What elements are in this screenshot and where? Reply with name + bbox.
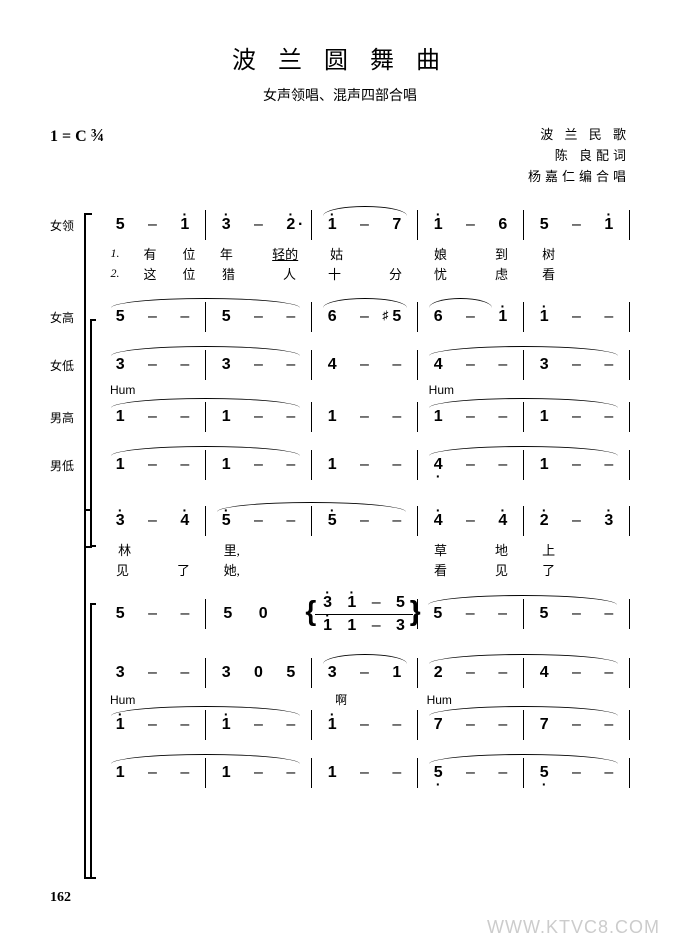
staff-alto: 女低 3–– 3–– 4–– 4–– 3––: [100, 347, 630, 383]
music-system-1: 女领 5–1 3–2 1–7 1–6 5–1 1.有位 年轻的 姑 娘到 树 2…: [50, 207, 630, 483]
staff-alto-2: 3–– 305 3–1 2–– 4––: [100, 655, 630, 691]
key-signature: 1 = C ¾: [50, 125, 104, 187]
music-system-2: 3–4 5–– 5–– 4–4 2–3 林 里, 草地 上 见了 她, 看见 了…: [50, 503, 630, 791]
song-subtitle: 女声领唱、混声四部合唱: [50, 85, 630, 105]
staff-soprano-2: 5–– 50 { } 31–5 11–3 5–– 5––: [100, 589, 630, 639]
staff-soprano: 女高 5–– 5–– 6–5 6–1 1––: [100, 299, 630, 335]
staff-lead-2: 3–4 5–– 5–– 4–4 2–3: [100, 503, 630, 539]
header-meta: 1 = C ¾ 波 兰 民 歌 陈 良配词 杨嘉仁编合唱: [50, 125, 630, 187]
lyrics-verse-1: 1.有位 年轻的 姑 娘到 树: [100, 243, 630, 263]
hum-label-1: Hum Hum: [100, 383, 630, 399]
staff-tenor-2: 1–– 1–– 1–– 7–– 7––: [100, 707, 630, 743]
song-title: 波 兰 圆 舞 曲: [50, 40, 630, 75]
lyrics-verse-2b: 见了 她, 看见 了: [100, 559, 630, 579]
page-number: 162: [50, 890, 71, 906]
credits-block: 波 兰 民 歌 陈 良配词 杨嘉仁编合唱: [528, 125, 630, 187]
watermark: WWW.KTVC8.COM: [487, 917, 660, 938]
staff-lead: 女领 5–1 3–2 1–7 1–6 5–1: [100, 207, 630, 243]
lyrics-verse-1b: 林 里, 草地 上: [100, 539, 630, 559]
lyrics-verse-2: 2.这位 猎人 十分 忧虑 看: [100, 263, 630, 283]
staff-bass-2: 1–– 1–– 1–– 5–– 5––: [100, 755, 630, 791]
staff-tenor: 男高 1–– 1–– 1–– 1–– 1––: [100, 399, 630, 435]
staff-bass: 男低 1–– 1–– 1–– 4–– 1––: [100, 447, 630, 483]
hum-label-2: Hum 啊 Hum: [100, 691, 630, 707]
